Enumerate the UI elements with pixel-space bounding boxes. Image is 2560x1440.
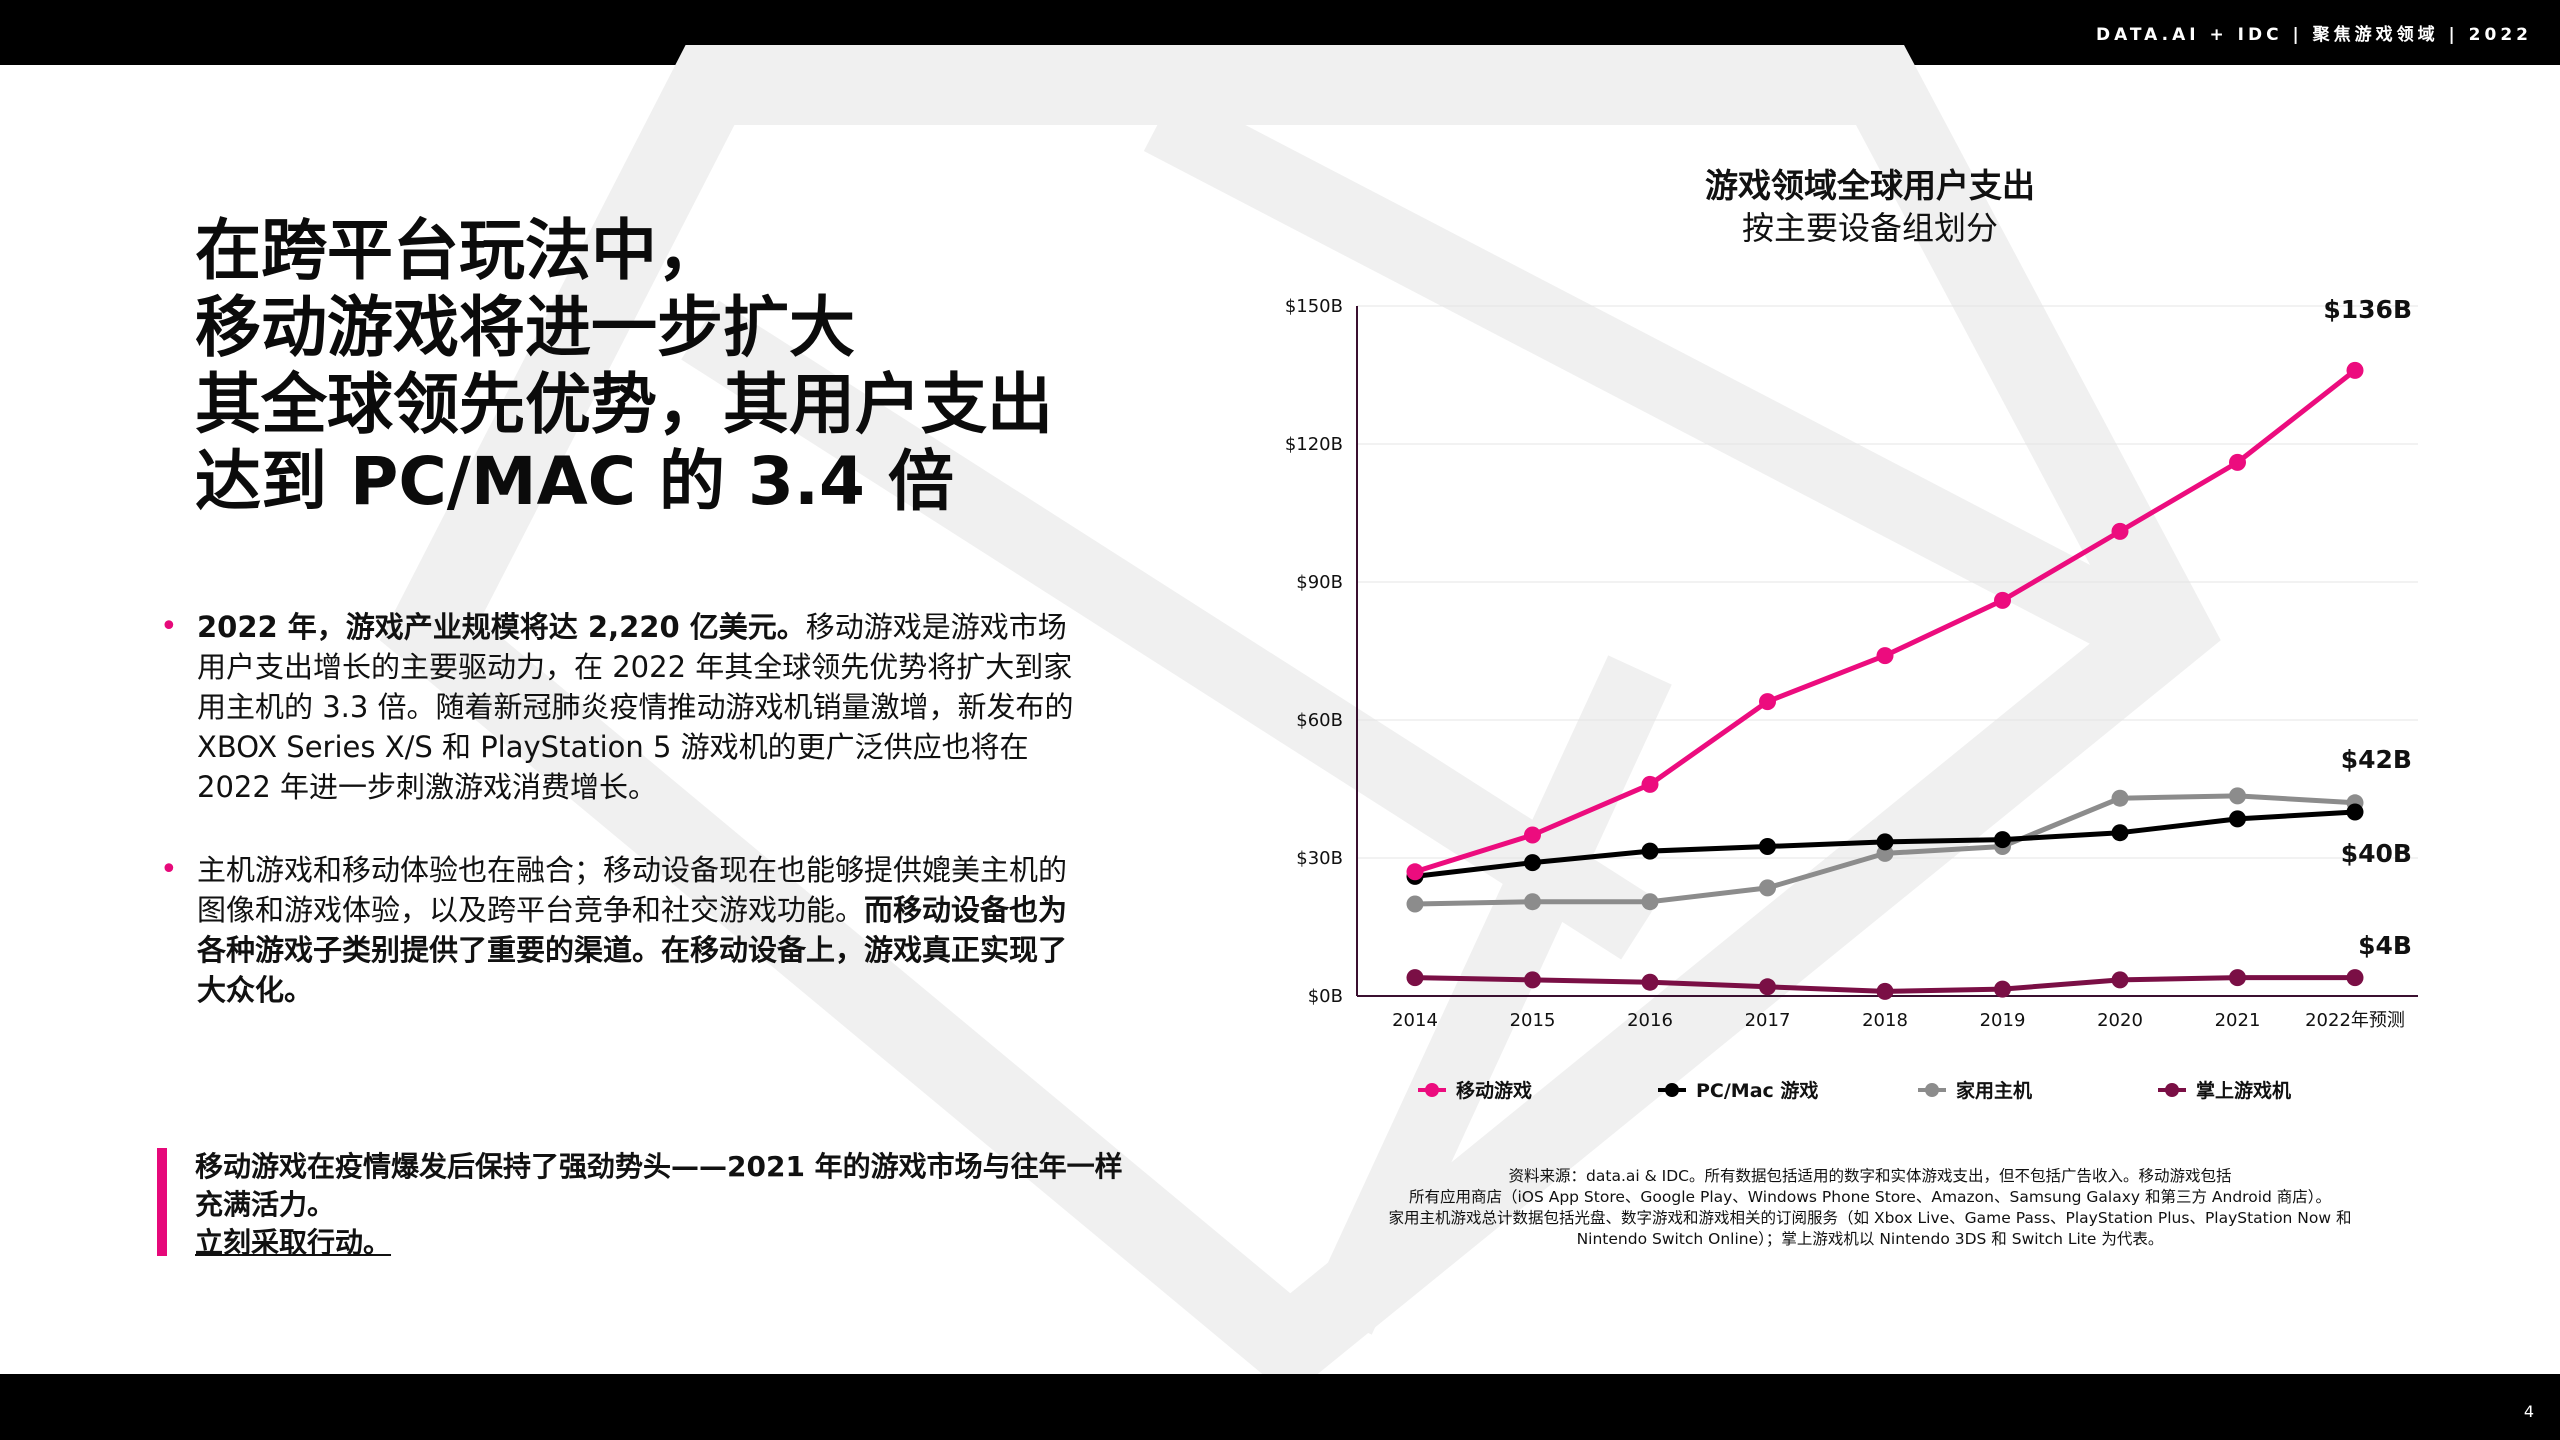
y-tick-label: $90B	[1296, 572, 1343, 593]
x-tick-label: 2017	[1745, 1010, 1791, 1031]
title-line-2: 移动游戏将进一步扩大	[195, 289, 855, 366]
end-value-label: $136B	[2323, 295, 2412, 324]
data-point	[1759, 978, 1776, 996]
data-point	[1876, 647, 1894, 665]
y-tick-label: $120B	[1285, 434, 1343, 455]
source-line-2: 所有应用商店（iOS App Store、Google Play、Windows…	[1408, 1188, 2332, 1206]
x-tick-label: 2014	[1392, 1010, 1438, 1031]
data-point	[1759, 879, 1776, 897]
data-point	[2229, 810, 2246, 828]
source-line-4: Nintendo Switch Online）；掌上游戏机以 Nintendo …	[1576, 1230, 2164, 1248]
data-point	[2229, 787, 2246, 805]
y-tick-label: $60B	[1296, 710, 1343, 731]
call-to-action-link[interactable]: 立刻采取行动。	[195, 1226, 392, 1259]
x-tick-label: 2019	[1980, 1010, 2026, 1031]
data-point	[2346, 361, 2364, 379]
data-point	[1876, 982, 1894, 1000]
x-tick-label: 2018	[1862, 1010, 1908, 1031]
bullet-1-text: 移动游戏是游戏市场用户支出增长的主要驱动力，在 2022 年其全球领先优势将扩大…	[197, 610, 1074, 804]
data-point	[1876, 833, 1894, 851]
legend-item: 移动游戏	[1418, 1079, 1532, 1102]
data-point	[1406, 863, 1424, 881]
data-point	[1524, 893, 1541, 911]
chart-subtitle: 按主要设备组划分	[1741, 209, 1998, 247]
line-chart: $0B $30B $60B $90B $120B $150B 2014 2015 2016 201…	[1285, 295, 2418, 1102]
legend-marker	[1425, 1083, 1439, 1097]
x-tick-label: 2021	[2215, 1010, 2261, 1031]
legend-marker	[2165, 1083, 2179, 1097]
bullet-item-2: • 主机游戏和移动体验也在融合；移动设备现在也能够提供媲美主机的图像和游戏体验，…	[160, 850, 1090, 1010]
callout-accent-bar	[157, 1148, 167, 1256]
bullet-item-1: • 2022 年，游戏产业规模将达 2,220 亿美元。移动游戏是游戏市场用户支…	[160, 607, 1090, 807]
chart-title-block: 游戏领域全球用户支出 按主要设备组划分	[1540, 165, 2200, 249]
data-point	[2229, 453, 2246, 471]
legend-label: PC/Mac 游戏	[1696, 1079, 1818, 1102]
data-point	[2346, 803, 2364, 821]
data-point	[2111, 824, 2129, 842]
data-point	[1759, 693, 1776, 711]
x-tick-label: 2020	[2097, 1010, 2143, 1031]
source-line-3: 家用主机游戏总计数据包括光盘、数字游戏和游戏相关的订阅服务（如 Xbox Liv…	[1388, 1209, 2352, 1227]
legend-label: 移动游戏	[1456, 1079, 1532, 1102]
legend-marker	[1925, 1083, 1939, 1097]
legend-marker	[1665, 1083, 1679, 1097]
data-point	[2111, 522, 2129, 540]
legend-item: PC/Mac 游戏	[1658, 1079, 1818, 1102]
page-title: 在跨平台玩法中， 移动游戏将进一步扩大 其全球领先优势，其用户支出 达到 PC/…	[195, 212, 1053, 520]
data-point	[1406, 969, 1424, 987]
data-point	[1994, 831, 2011, 849]
data-point	[2111, 971, 2129, 989]
bullet-dot-icon: •	[160, 852, 178, 887]
y-tick-label: $30B	[1296, 848, 1343, 869]
end-value-label: $4B	[2358, 931, 2412, 960]
end-value-label: $40B	[2341, 839, 2412, 868]
bullet-2-bold: 而移动设备也为各种游戏子类别提供了重要的渠道。在移动设备上，游戏真正实现了大众化…	[197, 893, 1068, 1007]
legend-item: 掌上游戏机	[2158, 1079, 2291, 1102]
end-value-label: $42B	[2341, 745, 2412, 774]
title-line-3: 其全球领先优势，其用户支出	[195, 366, 1053, 443]
chart-title: 游戏领域全球用户支出	[1705, 166, 2035, 205]
data-point	[1524, 826, 1541, 844]
title-line-4: 达到 PC/MAC 的 3.4 倍	[195, 443, 954, 520]
legend-item: 家用主机	[1918, 1079, 2032, 1102]
data-point	[2229, 969, 2246, 987]
data-point	[2346, 969, 2364, 987]
bullet-list: • 2022 年，游戏产业规模将达 2,220 亿美元。移动游戏是游戏市场用户支…	[160, 607, 1090, 1010]
data-point	[1524, 854, 1541, 872]
y-tick-label: $150B	[1285, 296, 1343, 317]
data-point	[1641, 973, 1659, 991]
x-tick-label: 2022年预测	[2305, 1010, 2405, 1031]
data-point	[1524, 971, 1541, 989]
bullet-2-text: 主机游戏和移动体验也在融合；移动设备现在也能够提供媲美主机的图像和游戏体验，以及…	[197, 853, 1068, 927]
legend-label: 掌上游戏机	[2196, 1079, 2291, 1102]
bullet-dot-icon: •	[160, 609, 178, 644]
callout-box: 移动游戏在疫情爆发后保持了强劲势头——2021 年的游戏市场与往年一样充满活力。…	[157, 1148, 1147, 1262]
data-point	[1641, 893, 1659, 911]
data-point	[2111, 789, 2129, 807]
bullet-1-bold: 2022 年，游戏产业规模将达 2,220 亿美元。	[197, 610, 806, 644]
header-text: DATA.AI + IDC | 聚焦游戏领域 | 2022	[2095, 25, 2532, 45]
x-tick-label: 2016	[1627, 1010, 1673, 1031]
source-line-1: 资料来源：data.ai & IDC。所有数据包括适用的数字和实体游戏支出，但不…	[1508, 1167, 2232, 1185]
data-point	[1759, 838, 1776, 855]
legend-label: 家用主机	[1956, 1079, 2032, 1102]
page-number: 4	[2523, 1402, 2534, 1421]
data-point	[1406, 895, 1424, 913]
data-point	[1641, 775, 1659, 793]
bottom-bar: 4	[0, 1374, 2560, 1440]
data-point	[1994, 591, 2011, 609]
callout-text: 移动游戏在疫情爆发后保持了强劲势头——2021 年的游戏市场与往年一样充满活力。	[195, 1150, 1123, 1221]
y-tick-label: $0B	[1308, 986, 1343, 1007]
data-point	[1994, 980, 2011, 998]
x-tick-label: 2015	[1510, 1010, 1556, 1031]
title-line-1: 在跨平台玩法中，	[195, 212, 723, 289]
data-point	[1641, 842, 1659, 860]
source-note: 资料来源：data.ai & IDC。所有数据包括适用的数字和实体游戏支出，但不…	[1330, 1166, 2410, 1250]
